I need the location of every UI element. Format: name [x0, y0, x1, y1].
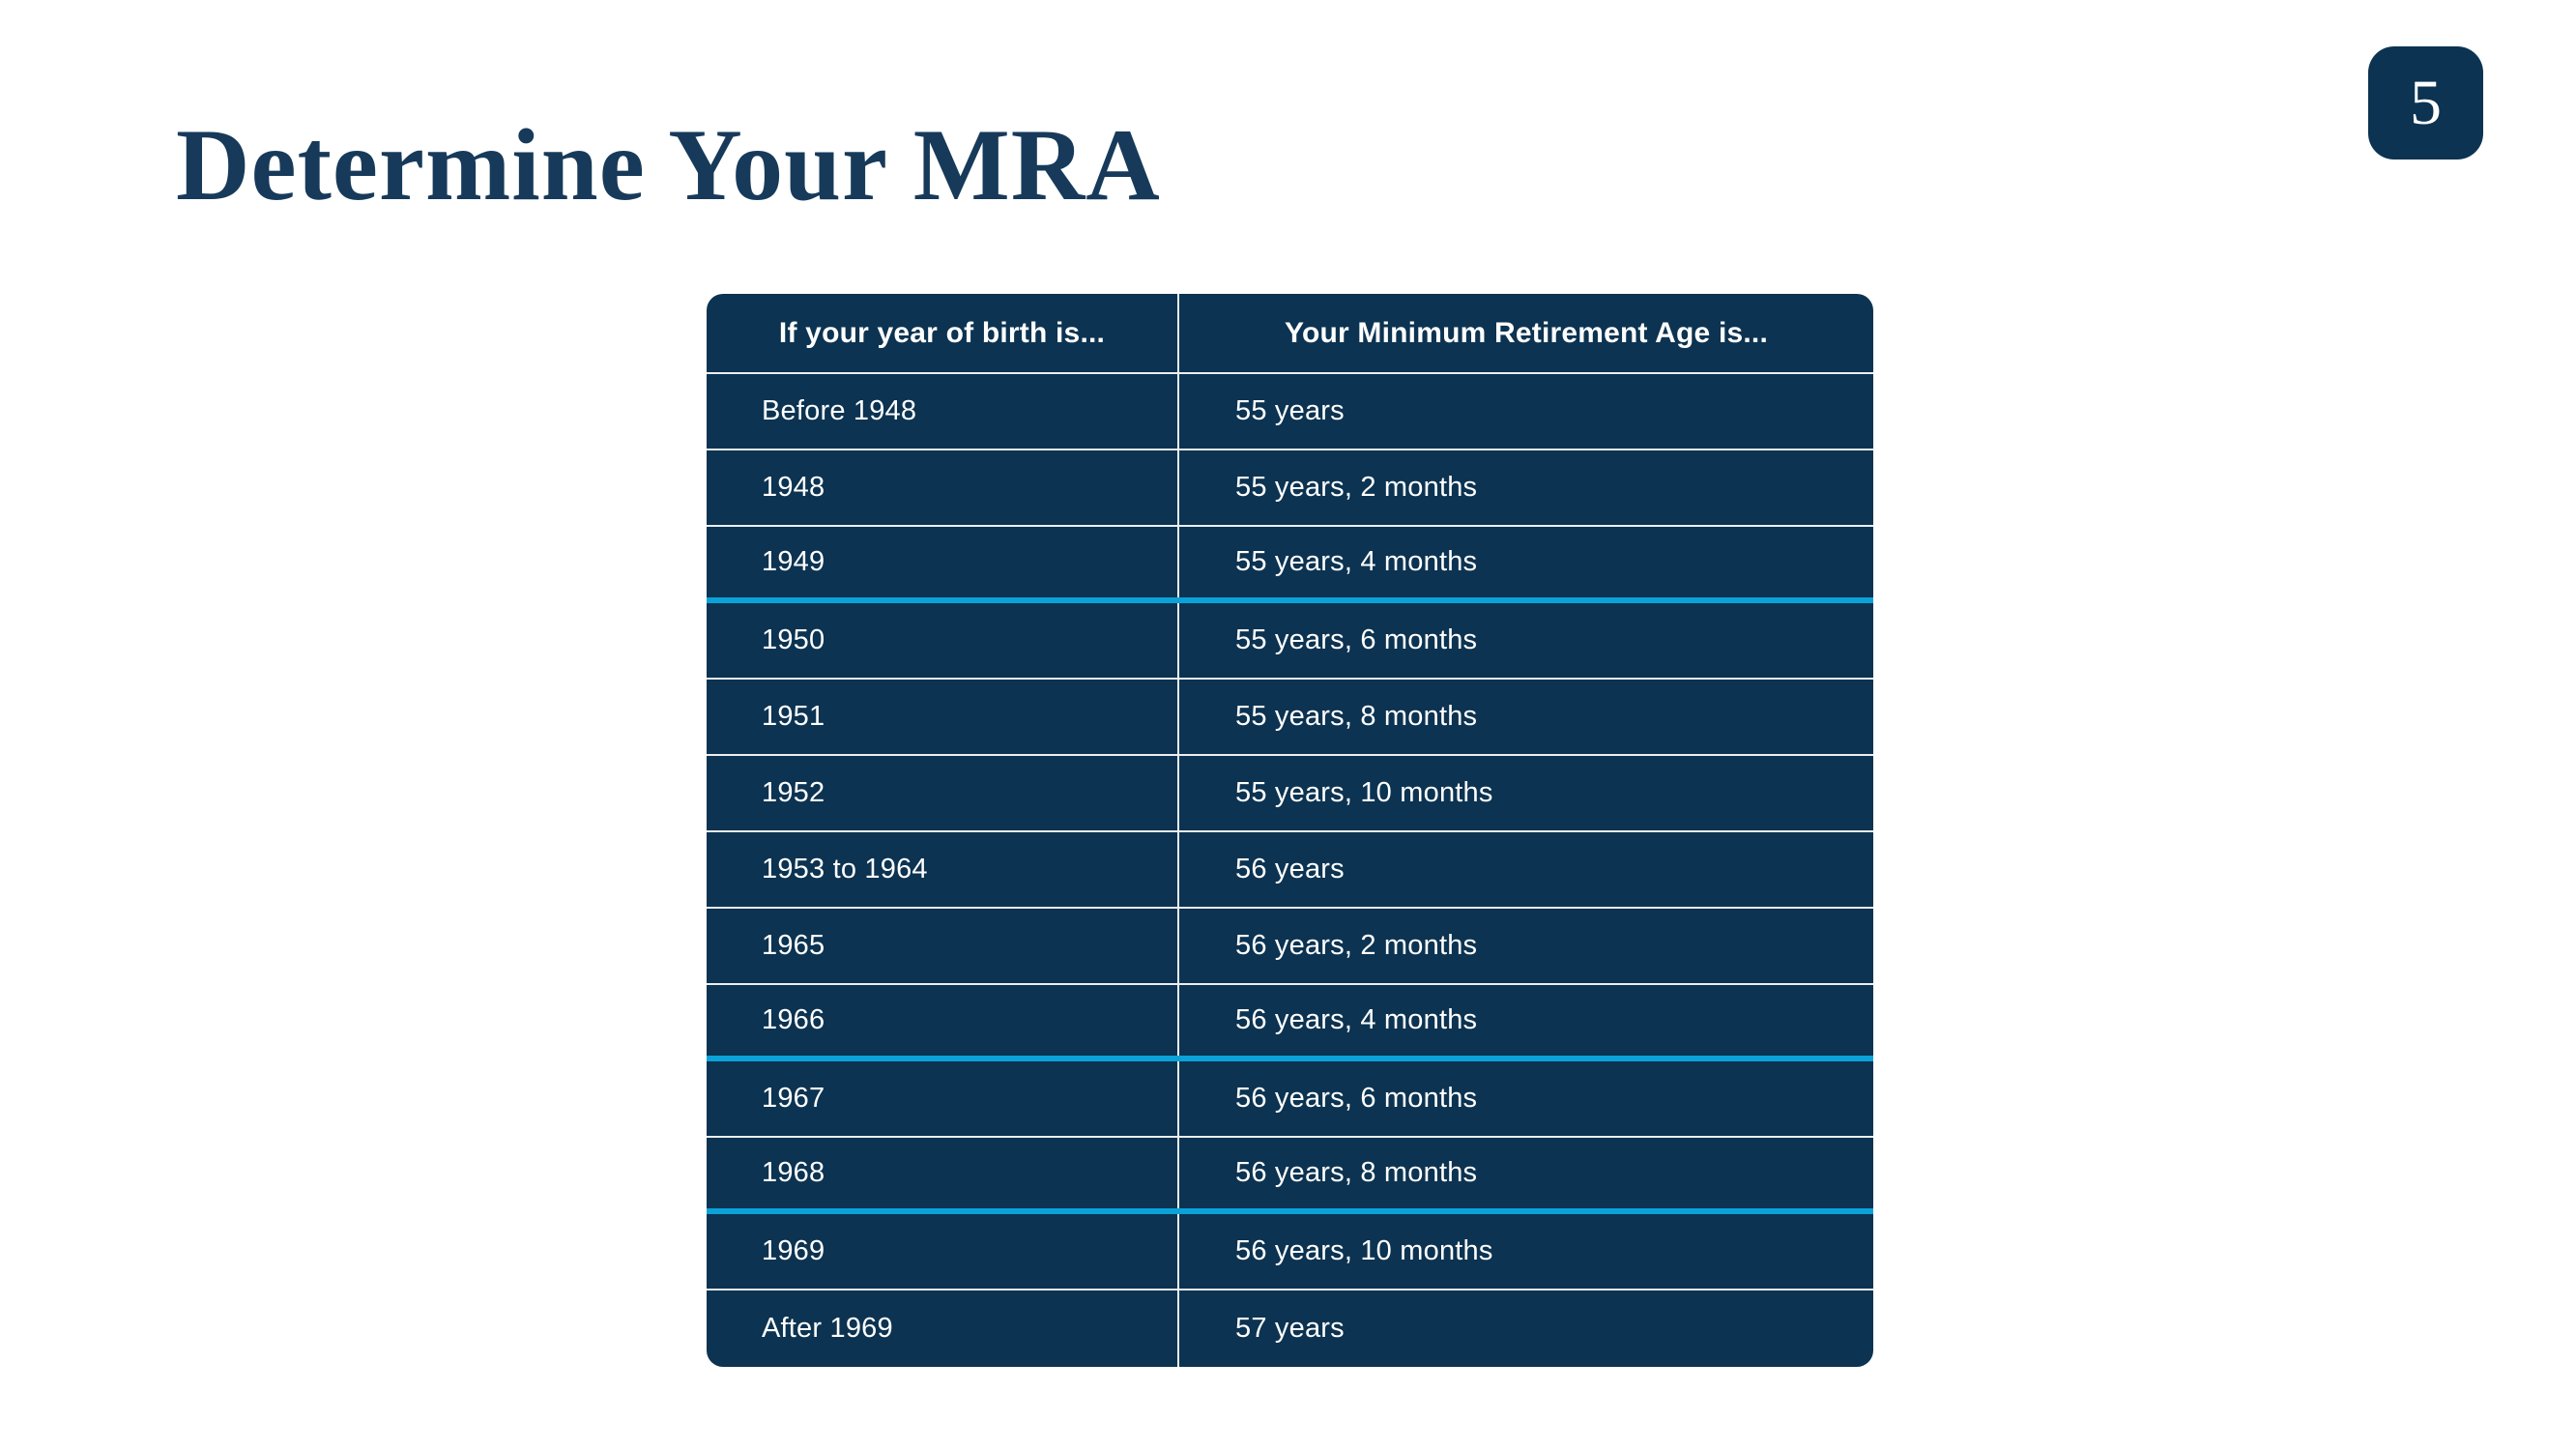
retirement-age-cell: 55 years, 10 months	[1235, 777, 1493, 808]
table-row: 1950 55 years, 6 months	[707, 603, 1873, 680]
page-number-badge: 5	[2368, 46, 2483, 160]
table-row: 1949 55 years, 4 months	[707, 527, 1873, 603]
birth-year-cell: 1968	[707, 1138, 1179, 1208]
retirement-age-cell: 56 years, 4 months	[1235, 1004, 1478, 1035]
table-row: 1953 to 1964 56 years	[707, 832, 1873, 909]
page-number: 5	[2410, 67, 2442, 138]
table-row: 1952 55 years, 10 months	[707, 756, 1873, 832]
table-row: 1948 55 years, 2 months	[707, 450, 1873, 527]
retirement-age-cell: 55 years, 4 months	[1235, 546, 1478, 577]
table-header-row: If your year of birth is... Your Minimum…	[707, 294, 1873, 374]
retirement-age-cell: 56 years, 6 months	[1235, 1083, 1478, 1114]
retirement-age-cell: 56 years, 10 months	[1235, 1235, 1493, 1266]
birth-year-cell: 1969	[707, 1214, 1179, 1289]
birth-year-cell: Before 1948	[707, 374, 1179, 449]
table-row: After 1969 57 years	[707, 1290, 1873, 1367]
birth-year-cell: 1952	[707, 756, 1179, 830]
retirement-age-cell: 55 years, 6 months	[1235, 624, 1478, 655]
table-row: Before 1948 55 years	[707, 374, 1873, 450]
retirement-age-cell: 56 years, 2 months	[1235, 930, 1478, 961]
birth-year-cell: 1953 to 1964	[707, 832, 1179, 907]
birth-year-cell: 1967	[707, 1061, 1179, 1136]
birth-year-cell: 1949	[707, 527, 1179, 597]
retirement-age-cell: 55 years	[1235, 395, 1345, 426]
mra-table: If your year of birth is... Your Minimum…	[707, 294, 1873, 1367]
birth-year-cell: 1965	[707, 909, 1179, 983]
birth-year-cell: 1948	[707, 450, 1179, 525]
table-row: 1965 56 years, 2 months	[707, 909, 1873, 985]
page-title: Determine Your MRA	[176, 108, 1161, 221]
birth-year-cell: After 1969	[707, 1290, 1179, 1367]
retirement-age-cell: 57 years	[1235, 1313, 1345, 1344]
retirement-age-cell: 56 years, 8 months	[1235, 1157, 1478, 1188]
retirement-age-cell: 55 years, 2 months	[1235, 472, 1478, 503]
table-body: Before 1948 55 years 1948 55 years, 2 mo…	[707, 374, 1873, 1367]
retirement-age-cell: 55 years, 8 months	[1235, 701, 1478, 732]
table-row: 1969 56 years, 10 months	[707, 1214, 1873, 1290]
birth-year-cell: 1951	[707, 680, 1179, 754]
table-row: 1966 56 years, 4 months	[707, 985, 1873, 1061]
birth-year-cell: 1950	[707, 603, 1179, 678]
table-row: 1968 56 years, 8 months	[707, 1138, 1873, 1214]
retirement-age-cell: 56 years	[1235, 854, 1345, 884]
column-header-birth-year: If your year of birth is...	[707, 294, 1179, 372]
table-row: 1967 56 years, 6 months	[707, 1061, 1873, 1138]
birth-year-cell: 1966	[707, 985, 1179, 1056]
table-row: 1951 55 years, 8 months	[707, 680, 1873, 756]
column-header-retirement-age: Your Minimum Retirement Age is...	[1284, 316, 1768, 349]
